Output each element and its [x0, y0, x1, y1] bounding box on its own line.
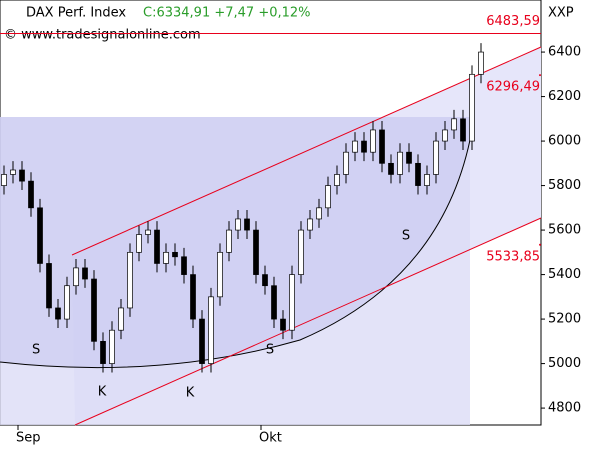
candle-body — [199, 318, 205, 364]
candle-body — [37, 207, 43, 264]
candle-body — [73, 267, 79, 287]
candle-body — [379, 129, 385, 164]
candle-body — [163, 251, 169, 264]
level-point — [539, 74, 541, 77]
candle-body — [406, 151, 412, 164]
candle-body — [91, 278, 97, 342]
annotation: S — [402, 229, 410, 244]
y-tick-label: 6400 — [548, 45, 581, 60]
y-tick-label: 6000 — [548, 134, 581, 149]
candle-body — [208, 296, 214, 364]
candle-body — [28, 180, 34, 209]
x-tick-label: Okt — [259, 431, 282, 446]
annotation: K — [186, 386, 195, 401]
candle-body — [19, 169, 25, 182]
candle-body — [127, 251, 133, 309]
y-tick-label: 5600 — [548, 223, 581, 238]
candle-body — [244, 218, 250, 231]
y-tick-label: 6200 — [548, 89, 581, 104]
candle-body — [442, 129, 448, 142]
candle-body — [118, 307, 124, 331]
level-point — [539, 243, 541, 246]
candle-body — [10, 169, 16, 175]
candle-body — [55, 307, 61, 320]
candle-body — [343, 151, 349, 175]
candle-body — [397, 151, 403, 175]
x-tick-label: Sep — [16, 431, 41, 446]
candle-body — [469, 73, 475, 142]
candle-body — [64, 285, 70, 320]
candle-body — [100, 340, 106, 364]
candle-body — [298, 229, 304, 275]
candle-body — [172, 251, 178, 258]
y-tick-label: 5000 — [548, 356, 581, 371]
level-label: 6296,49 — [486, 80, 540, 95]
candle-body — [82, 267, 88, 280]
candle-body — [433, 140, 439, 175]
candle-body — [145, 229, 151, 235]
candle-body — [235, 218, 241, 231]
y-tick-label: 5800 — [548, 178, 581, 193]
candle-body — [415, 162, 421, 186]
candle-body — [154, 229, 160, 264]
channel-upper — [71, 46, 542, 256]
candle-body — [361, 140, 367, 153]
candle-body — [46, 263, 52, 309]
candle-body — [181, 256, 187, 275]
source: © www.tradesignalonline.com — [4, 28, 201, 43]
candle-body — [460, 118, 466, 142]
candle-body — [478, 51, 484, 75]
y-tick-label: 5400 — [548, 267, 581, 282]
candle-body — [307, 218, 313, 231]
channel-lower — [74, 217, 542, 426]
candle-body — [226, 229, 232, 253]
axis-label: XXP — [548, 6, 574, 21]
candle-body — [253, 229, 259, 275]
level-label: 6483,59 — [486, 14, 540, 29]
annotation: S — [266, 343, 274, 358]
level-label: 5533,85 — [486, 249, 540, 264]
candle-body — [316, 207, 322, 220]
candle-body — [280, 318, 286, 331]
candle-body — [1, 174, 7, 186]
candle-body — [451, 118, 457, 131]
cup-fill — [0, 117, 470, 368]
candle-body — [334, 174, 340, 186]
y-tick-label: 5200 — [548, 312, 581, 327]
candle-body — [370, 129, 376, 153]
candle-body — [136, 234, 142, 253]
candle-body — [388, 162, 394, 175]
candle-body — [325, 185, 331, 209]
y-tick-label: 4800 — [548, 401, 581, 416]
annotation: K — [98, 385, 107, 400]
candle-body — [352, 140, 358, 153]
chart-title: DAX Perf. Index — [26, 6, 126, 21]
candle-body — [217, 251, 223, 298]
candle-body — [424, 174, 430, 186]
candle-body — [271, 285, 277, 320]
candle-body — [289, 274, 295, 331]
chart-subtitle: C:6334,91 +7,47 +0,12% — [143, 6, 311, 21]
candle-body — [190, 274, 196, 320]
candle-body — [262, 274, 268, 287]
annotation: S — [32, 343, 40, 358]
cup-arc — [0, 139, 471, 369]
candle-body — [109, 329, 115, 364]
